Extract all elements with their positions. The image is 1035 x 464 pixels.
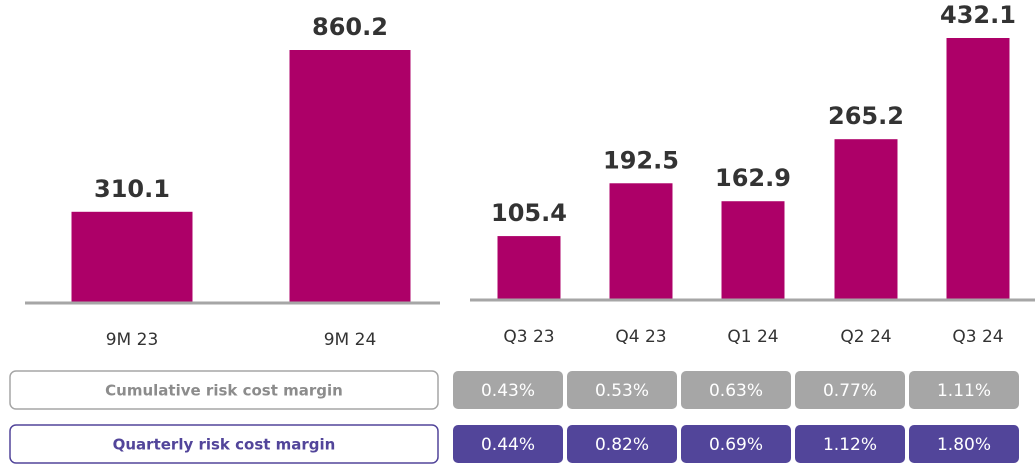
row-label-box — [9, 424, 439, 464]
bar — [834, 139, 898, 300]
cell-box — [567, 371, 677, 409]
bar — [721, 201, 785, 300]
bar — [71, 211, 193, 303]
x-tick-label: Q2 24 — [840, 327, 891, 347]
cell-box — [795, 425, 905, 463]
value-label: 105.4 — [491, 199, 567, 227]
value-label: 432.1 — [940, 1, 1016, 29]
value-label: 265.2 — [828, 102, 904, 130]
bar — [946, 38, 1010, 300]
cell-text: 0.44% — [481, 435, 535, 455]
cell-text: 1.11% — [937, 381, 991, 401]
row-label-box — [9, 370, 439, 410]
cell-text: 1.80% — [937, 435, 991, 455]
x-tick-label: 9M 24 — [324, 330, 377, 350]
x-tick-label: Q3 24 — [952, 327, 1003, 347]
bar — [289, 50, 411, 303]
value-label: 162.9 — [715, 164, 791, 192]
cell-box — [795, 371, 905, 409]
cell-text: 1.12% — [823, 435, 877, 455]
cell-box — [681, 425, 791, 463]
cell-text: 0.77% — [823, 381, 877, 401]
cell-box — [681, 371, 791, 409]
value-label: 860.2 — [312, 13, 388, 41]
bar — [497, 236, 561, 300]
cell-box — [453, 371, 563, 409]
row-label: Quarterly risk cost margin — [113, 436, 336, 454]
x-tick-label: Q4 23 — [615, 327, 666, 347]
x-tick-label: Q1 24 — [727, 327, 778, 347]
x-tick-label: 9M 23 — [106, 330, 159, 350]
cell-text: 0.43% — [481, 381, 535, 401]
cell-text: 0.63% — [709, 381, 763, 401]
cell-text: 0.69% — [709, 435, 763, 455]
cell-box — [453, 425, 563, 463]
cell-box — [909, 425, 1019, 463]
cell-text: 0.82% — [595, 435, 649, 455]
value-label: 192.5 — [603, 146, 679, 174]
cell-box — [567, 425, 677, 463]
x-tick-label: Q3 23 — [503, 327, 554, 347]
row-label: Cumulative risk cost margin — [105, 382, 343, 400]
bar — [609, 183, 673, 300]
cell-text: 0.53% — [595, 381, 649, 401]
value-label: 310.1 — [94, 175, 170, 203]
cell-box — [909, 371, 1019, 409]
